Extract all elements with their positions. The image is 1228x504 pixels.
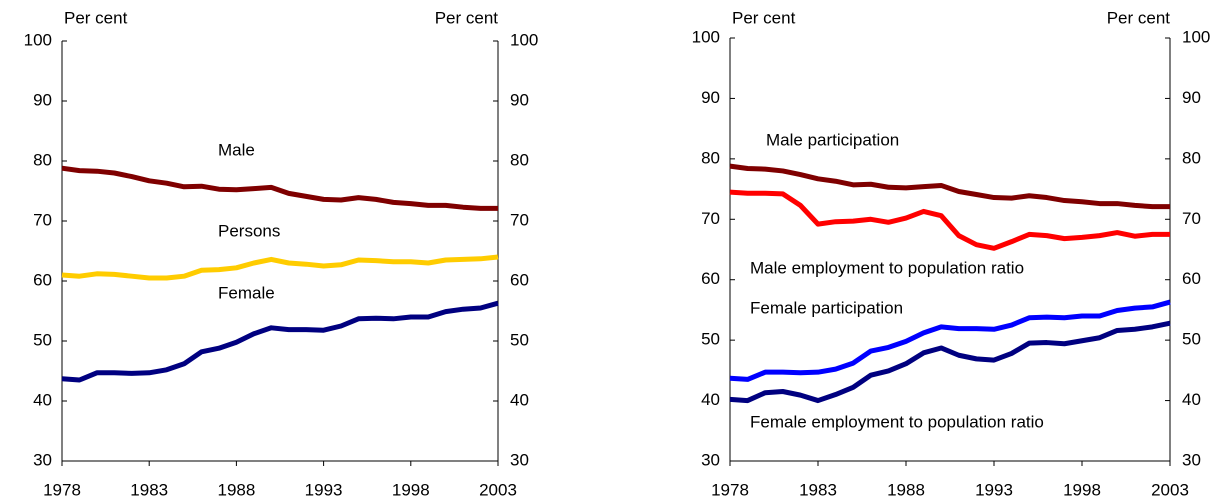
y-tick-label: 90	[701, 88, 720, 107]
y-tick-label: 90	[33, 90, 52, 109]
x-tick-label: 1998	[392, 480, 430, 499]
y-tick-label: 40	[33, 390, 52, 409]
x-tick-label: 1993	[305, 480, 343, 499]
y-tick-label: 50	[701, 330, 720, 349]
y-tick-label: 40	[701, 390, 720, 409]
y-axis-label: Per cent	[732, 8, 796, 27]
y2-tick-label: 30	[1182, 450, 1201, 469]
y-tick-label: 100	[24, 30, 52, 49]
y-tick-label: 70	[33, 210, 52, 229]
y2-tick-label: 60	[1182, 269, 1201, 288]
x-tick-label: 2003	[1151, 480, 1189, 499]
x-tick-label: 1988	[887, 480, 925, 499]
y2-tick-label: 50	[510, 330, 529, 349]
x-tick-label: 1978	[711, 480, 749, 499]
y2-tick-label: 30	[510, 450, 529, 469]
y2-tick-label: 100	[510, 30, 538, 49]
y2-tick-label: 100	[1182, 27, 1210, 46]
x-tick-label: 1983	[799, 480, 837, 499]
y2-tick-label: 60	[510, 270, 529, 289]
x-tick-label: 1993	[975, 480, 1013, 499]
y2-axis-label: Per cent	[435, 8, 499, 27]
series-label: Male	[218, 140, 255, 159]
y2-axis-label: Per cent	[1107, 8, 1171, 27]
x-tick-label: 1978	[43, 480, 81, 499]
x-tick-label: 1998	[1063, 480, 1101, 499]
series-label: Female participation	[750, 298, 903, 317]
series-line	[61, 165, 498, 211]
y-axis-label: Per cent	[64, 8, 128, 27]
y2-tick-label: 50	[1182, 330, 1201, 349]
x-tick-label: 1983	[130, 480, 168, 499]
y2-tick-label: 90	[510, 90, 529, 109]
y2-tick-label: 40	[1182, 390, 1201, 409]
y-tick-label: 80	[33, 150, 52, 169]
y2-tick-label: 70	[510, 210, 529, 229]
y-tick-label: 60	[701, 269, 720, 288]
series-line	[61, 254, 499, 281]
y-tick-label: 50	[33, 330, 52, 349]
series-label: Male employment to population ratio	[750, 258, 1024, 277]
y2-tick-label: 80	[510, 150, 529, 169]
y2-tick-label: 70	[1182, 209, 1201, 228]
series-label: Male participation	[766, 130, 899, 149]
y2-tick-label: 80	[1182, 148, 1201, 167]
y2-tick-label: 40	[510, 390, 529, 409]
series-label: Female employment to population ratio	[750, 412, 1044, 431]
series-label: Persons	[218, 221, 280, 240]
series-label: Female	[218, 283, 275, 302]
y-tick-label: 30	[701, 450, 720, 469]
y2-tick-label: 90	[1182, 88, 1201, 107]
y-tick-label: 60	[33, 270, 52, 289]
series-line	[729, 299, 1171, 382]
y-tick-label: 70	[701, 209, 720, 228]
y-tick-label: 100	[692, 27, 720, 46]
y-tick-label: 80	[701, 148, 720, 167]
series-line	[61, 300, 499, 383]
series-line	[729, 320, 1171, 404]
x-tick-label: 1988	[217, 480, 255, 499]
y-tick-label: 30	[33, 450, 52, 469]
series-line	[729, 163, 1170, 210]
series-line	[729, 189, 1170, 251]
x-tick-label: 2003	[479, 480, 517, 499]
